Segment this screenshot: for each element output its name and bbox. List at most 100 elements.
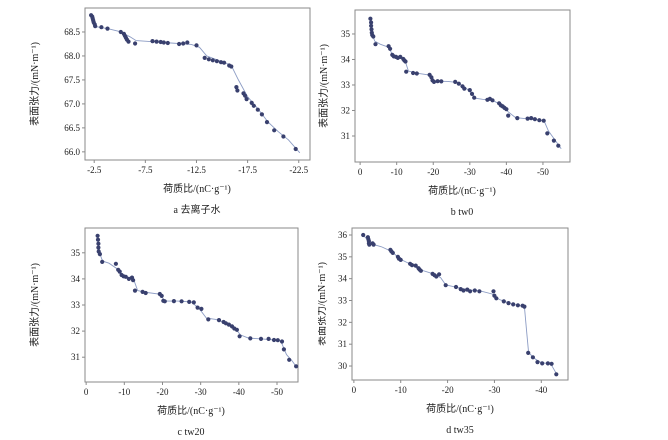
- scatter-point: [199, 306, 204, 311]
- scatter-point: [551, 138, 556, 143]
- scatter-point: [143, 290, 148, 296]
- y-tick-label: 34: [338, 274, 348, 284]
- scatter-point: [501, 299, 506, 304]
- scatter-point: [469, 91, 475, 96]
- x-axis-label: 荷质比/(nC·g⁻¹): [163, 183, 231, 195]
- x-tick-label: -17.5: [238, 165, 257, 175]
- scatter-point: [126, 39, 131, 44]
- y-tick-label: 32: [341, 105, 350, 115]
- scatter-point: [210, 58, 215, 63]
- scatter-point: [216, 318, 222, 323]
- scatter-point: [131, 278, 136, 283]
- y-tick-label: 31: [71, 352, 80, 362]
- subplot-a-chart: -2.5 -7.5 -12.5 -17.5 -22.5 66.0 66.5 67.0 67.5 6…: [28, 7, 311, 216]
- scatter-point: [258, 336, 264, 341]
- y-axis-label: 表面张力/(mN·m⁻¹): [318, 44, 330, 128]
- y-tick-label: 35: [71, 248, 81, 258]
- scatter-point: [515, 303, 520, 308]
- scatter-point: [96, 245, 101, 250]
- scatter-point: [234, 85, 239, 90]
- scatter-point: [468, 289, 473, 294]
- scatter-point: [403, 59, 408, 64]
- scatter-point: [472, 288, 477, 293]
- scatter-point: [195, 305, 200, 310]
- scatter-point: [504, 107, 509, 112]
- scatter-point: [165, 40, 170, 46]
- scatter-point: [171, 299, 176, 304]
- scatter-point: [132, 288, 138, 293]
- scatter-point: [202, 55, 207, 61]
- x-tick-label: -20: [427, 167, 439, 177]
- scatter-point: [494, 296, 499, 301]
- scatter-point: [281, 347, 286, 352]
- scatter-point: [226, 322, 231, 327]
- scatter-point: [511, 302, 516, 307]
- y-tick-label: 32: [338, 317, 347, 327]
- scatter-point: [264, 120, 270, 125]
- scatter-point: [194, 43, 199, 48]
- x-tick-label: 0: [352, 385, 357, 395]
- scatter-point: [235, 88, 240, 93]
- scatter-point: [437, 272, 442, 277]
- scatter-point: [439, 79, 444, 84]
- axis-frame: [84, 7, 311, 161]
- scatter-point: [117, 269, 122, 274]
- scatter-point: [259, 112, 264, 117]
- scatter-point: [159, 293, 164, 298]
- y-tick-label: 35: [341, 29, 351, 39]
- scatter-point: [99, 25, 104, 30]
- scatter-point: [371, 34, 376, 39]
- y-axis-label: 表面张力/(mN·m⁻¹): [28, 42, 41, 126]
- scatter-point: [244, 97, 249, 102]
- scatter-point: [369, 20, 374, 25]
- scatter-point: [243, 93, 248, 98]
- scatter-point: [206, 57, 211, 62]
- scatter-point: [248, 336, 253, 341]
- scatter-point: [530, 355, 535, 360]
- subplot-b-plot-area: 0 -10 -20 -30 -40 -50 31 32 33 34 35: [341, 9, 571, 177]
- axis-frame: [84, 227, 299, 383]
- scatter-point: [373, 42, 378, 47]
- scatter-point: [453, 284, 459, 290]
- scatter-point: [369, 27, 374, 32]
- x-axis-label: 荷质比/(nC·g⁻¹): [428, 185, 496, 197]
- scatter-point: [398, 54, 403, 60]
- x-tick-label: -40: [535, 385, 547, 395]
- x-axis-label: 荷质比/(nC·g⁻¹): [426, 403, 494, 415]
- scatter-point: [249, 100, 254, 105]
- scatter-point: [97, 252, 102, 257]
- scatter-point: [529, 116, 534, 121]
- y-tick-label: 68.0: [64, 51, 80, 61]
- scatter-point: [435, 79, 440, 84]
- subplot-a-plot-area: -2.5 -7.5 -12.5 -17.5 -22.5 66.0 66.5 67.0 67.5 6…: [64, 7, 311, 175]
- scatter-point: [293, 146, 298, 152]
- scatter-point: [522, 304, 527, 309]
- scatter-point: [462, 86, 467, 91]
- x-tick-label: -40: [500, 167, 512, 177]
- scatter-point: [275, 338, 280, 343]
- scatter-point: [390, 250, 395, 255]
- subplot-d-plot-area: 0 -10 -20 -30 -40 30 31 32 33 34 35 36: [338, 227, 569, 395]
- scatter-point: [537, 118, 542, 123]
- trend-line: [369, 21, 562, 149]
- scatter-point: [234, 327, 239, 332]
- scatter-point: [525, 116, 530, 121]
- scatter-point: [461, 288, 466, 293]
- scatter-point: [118, 29, 123, 35]
- scatter-point: [526, 350, 531, 355]
- scatter-point: [113, 261, 118, 266]
- subplot-c-chart: 0 -10 -20 -30 -40 -50 31 32 33 34 35 表面张力/(mN·m⁻¹)…: [28, 227, 299, 438]
- scatter-point: [369, 23, 374, 28]
- scatter-point: [95, 233, 100, 238]
- scatter-point: [388, 46, 393, 51]
- x-tick-label: -7.5: [138, 165, 153, 175]
- x-tick-label: -40: [233, 387, 245, 397]
- scatter-point: [409, 263, 415, 268]
- scatter-point: [206, 317, 211, 322]
- scatter-point: [93, 24, 98, 29]
- scatter-point: [123, 274, 128, 279]
- y-tick-label: 66.5: [64, 123, 80, 133]
- x-tick-label: -30: [195, 387, 207, 397]
- x-tick-label: -30: [488, 385, 500, 395]
